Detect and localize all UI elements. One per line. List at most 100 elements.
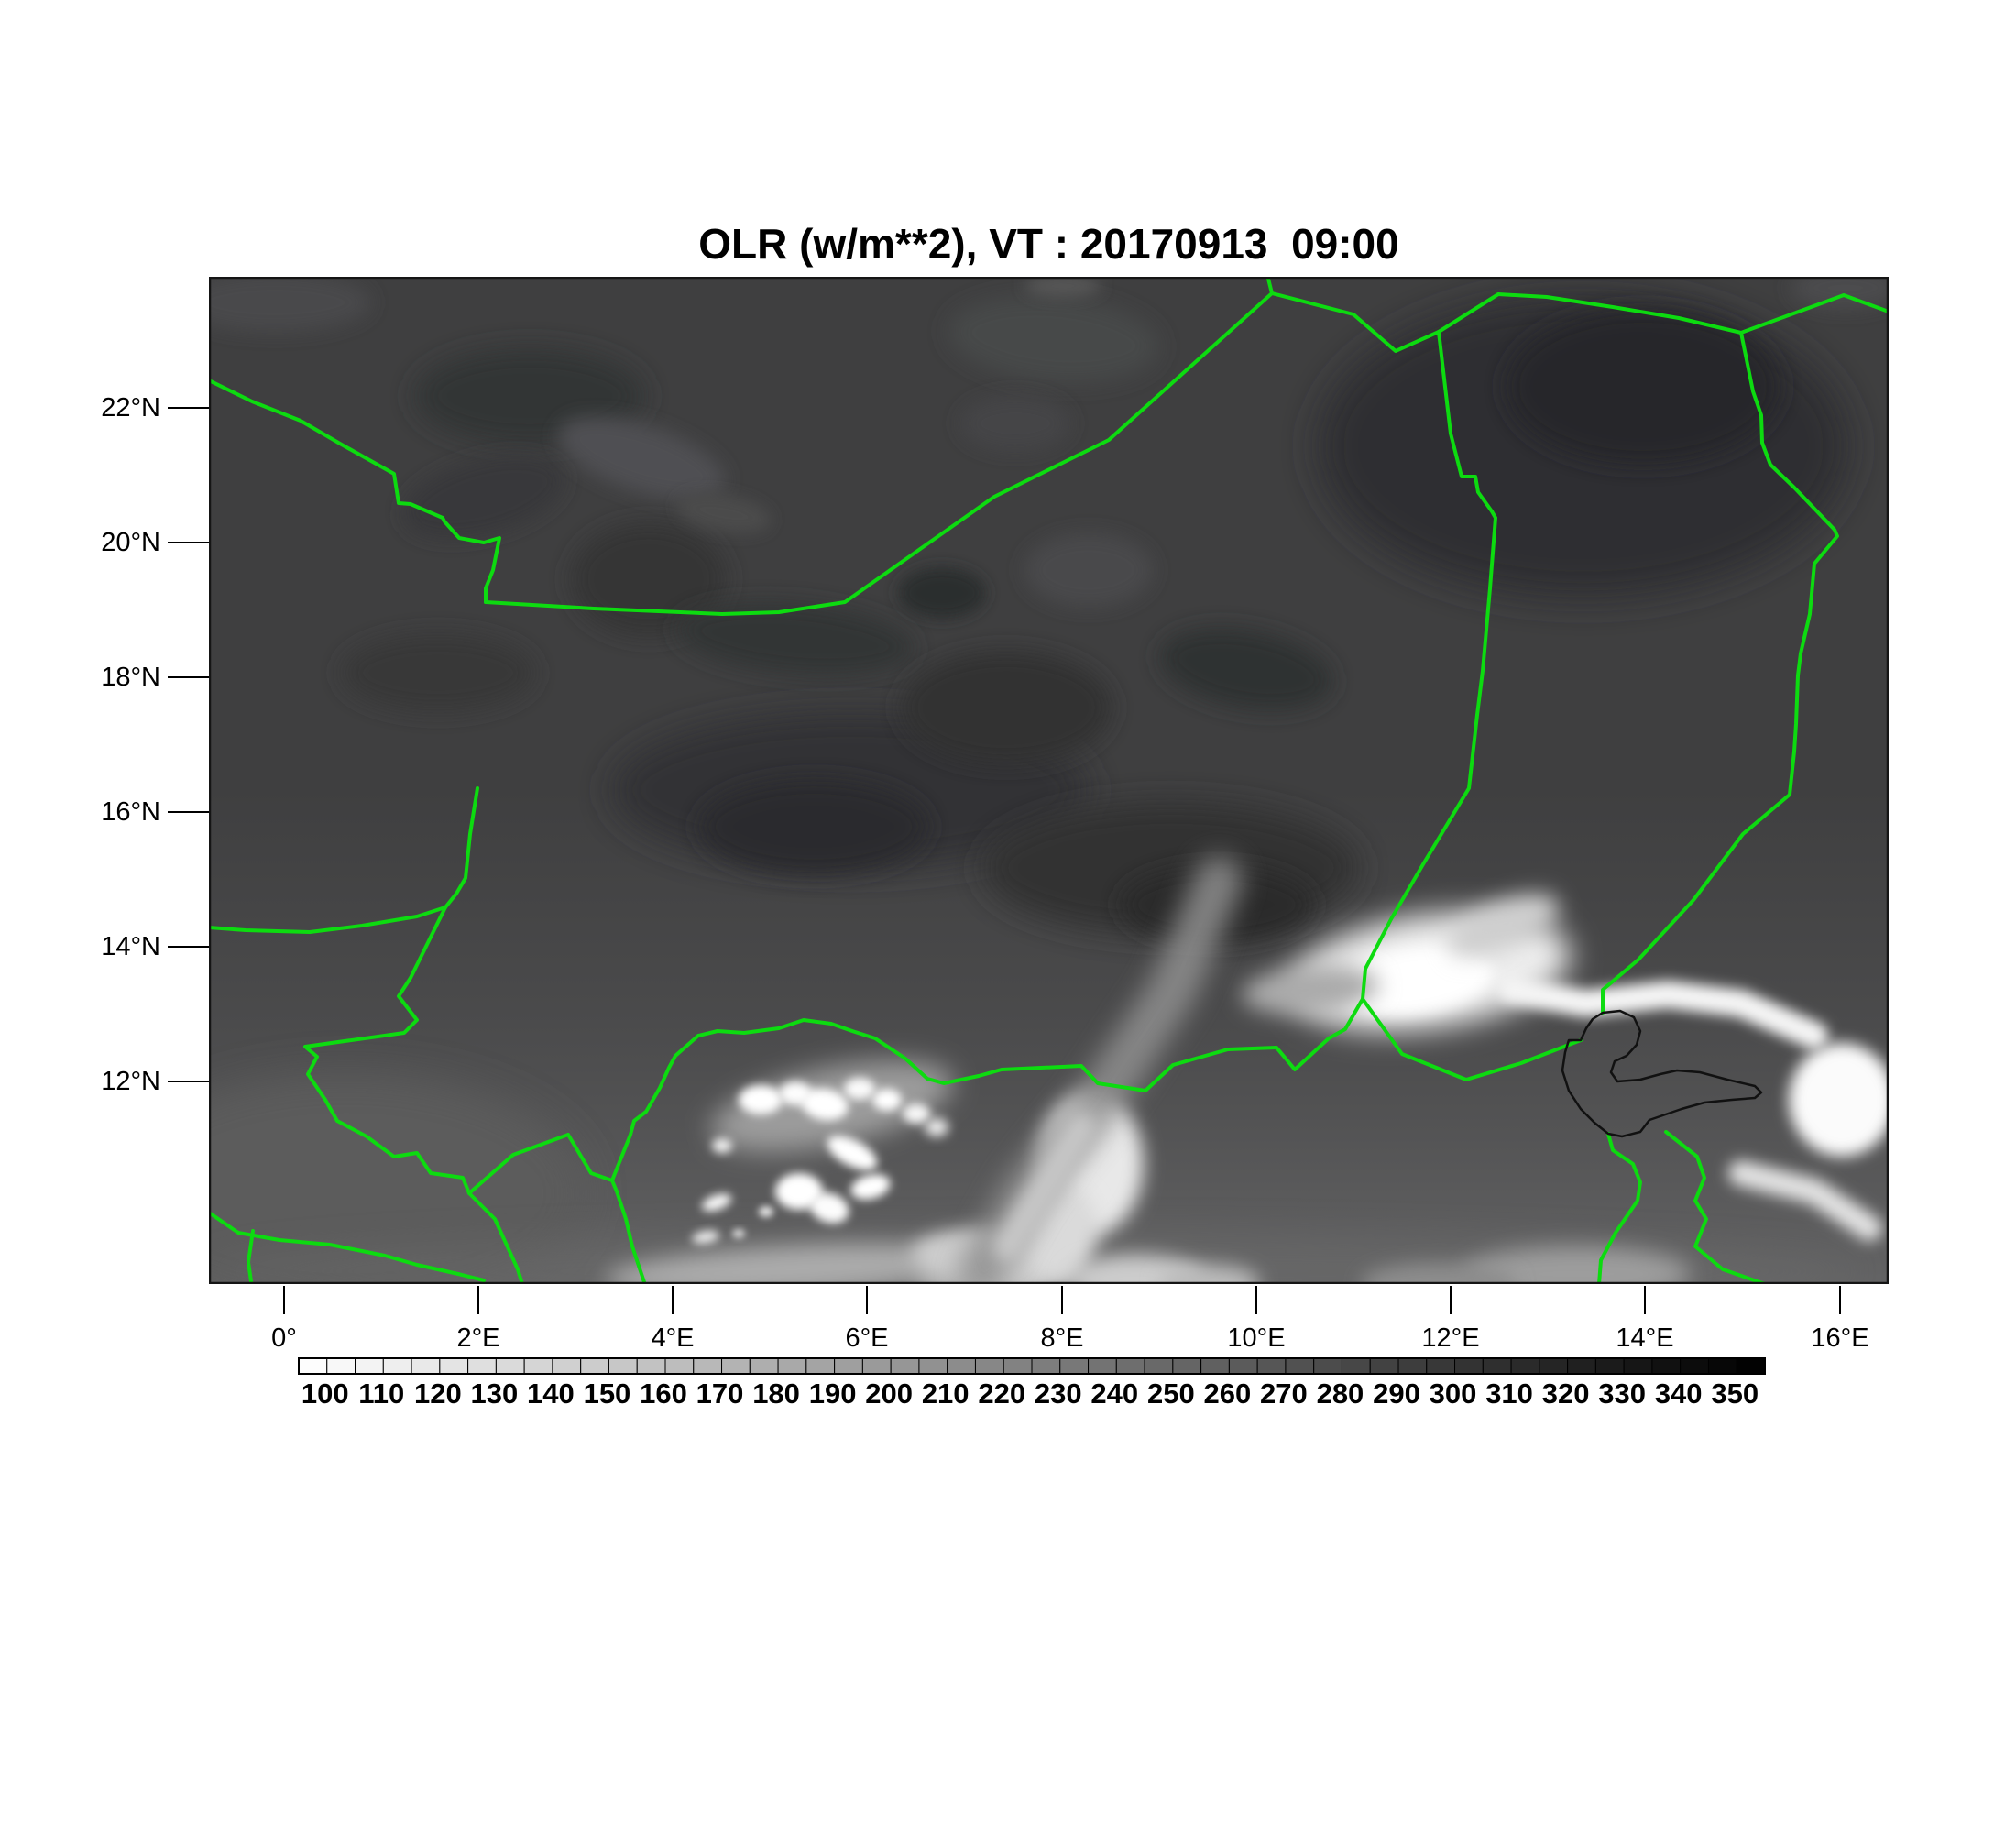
- country-border: [247, 1229, 255, 1284]
- colorbar-frame: [298, 1357, 1766, 1375]
- colorbar-tick-label: 330: [1598, 1377, 1646, 1410]
- colorbar-cell: [1454, 1357, 1484, 1375]
- colorbar-cell: [1397, 1357, 1428, 1375]
- colorbar-cell: [1115, 1357, 1145, 1375]
- cloud-blob: [732, 1229, 745, 1238]
- country-border: [209, 906, 447, 934]
- colorbar: [298, 1357, 1766, 1375]
- country-border: [1664, 1130, 1767, 1284]
- colorbar-cell: [1313, 1357, 1342, 1375]
- colorbar-cell: [382, 1357, 412, 1375]
- lon-tick: [1839, 1286, 1841, 1314]
- colorbar-tick-label: 350: [1711, 1377, 1759, 1410]
- colorbar-cell: [1088, 1357, 1117, 1375]
- country-border: [303, 786, 570, 1195]
- colorbar-cell: [1369, 1357, 1399, 1375]
- cloud-blob: [809, 1192, 849, 1224]
- country-border: [1597, 1132, 1642, 1284]
- olr-light-patch: [1024, 277, 1101, 297]
- colorbar-cell: [918, 1357, 948, 1375]
- colorbar-tick-label: 300: [1429, 1377, 1477, 1410]
- colorbar-tick-label: 140: [527, 1377, 575, 1410]
- lat-tick-label: 22°N: [101, 393, 160, 423]
- cloud-blob: [1462, 1246, 1691, 1284]
- lat-tick: [168, 407, 209, 409]
- colorbar-tick-label: 240: [1090, 1377, 1139, 1410]
- lat-tick-label: 12°N: [101, 1067, 160, 1096]
- colorbar-cell: [411, 1357, 441, 1375]
- colorbar-tick-label: 220: [978, 1377, 1026, 1410]
- colorbar-tick-label: 170: [696, 1377, 744, 1410]
- colorbar-tick-label: 210: [921, 1377, 970, 1410]
- olr-dark-patch: [1160, 628, 1332, 710]
- colorbar-tick-label: 340: [1654, 1377, 1703, 1410]
- cloud-blob: [1242, 965, 1379, 1015]
- cloud-blob: [1338, 946, 1494, 1015]
- cloud-blob: [712, 1138, 732, 1153]
- cloud-blob: [1361, 1263, 1517, 1284]
- colorbar-tick-label: 260: [1203, 1377, 1252, 1410]
- colorbar-cell: [1482, 1357, 1512, 1375]
- cloud-blob: [801, 1088, 849, 1121]
- lon-tick: [1644, 1286, 1646, 1314]
- lon-tick: [1450, 1286, 1452, 1314]
- colorbar-tick-label: 310: [1485, 1377, 1533, 1410]
- lon-tick-label: 4°E: [651, 1323, 695, 1353]
- lon-tick-label: 10°E: [1227, 1323, 1286, 1353]
- colorbar-cell: [552, 1357, 582, 1375]
- lat-tick: [168, 676, 209, 678]
- lon-tick: [672, 1286, 674, 1314]
- colorbar-cell: [523, 1357, 553, 1375]
- colorbar-tick-label: 180: [752, 1377, 800, 1410]
- country-border: [209, 1211, 486, 1282]
- cloud-band: [992, 1112, 1097, 1262]
- colorbar-cell: [1623, 1357, 1653, 1375]
- colorbar-cell: [1736, 1357, 1766, 1375]
- colorbar-cell: [1680, 1357, 1709, 1375]
- lon-tick-label: 16°E: [1811, 1323, 1869, 1353]
- colorbar-cell: [1172, 1357, 1202, 1375]
- colorbar-tick-label: 280: [1316, 1377, 1364, 1410]
- colorbar-cell: [580, 1357, 609, 1375]
- cloud-blob: [701, 1193, 732, 1212]
- colorbar-cell: [1228, 1357, 1258, 1375]
- country-border: [566, 1133, 647, 1284]
- lon-tick: [283, 1286, 285, 1314]
- colorbar-tick-label: 160: [640, 1377, 687, 1410]
- colorbar-tick-label: 100: [301, 1377, 349, 1410]
- lon-tick-label: 14°E: [1616, 1323, 1674, 1353]
- colorbar-cell: [1707, 1357, 1737, 1375]
- country-border: [610, 997, 1583, 1182]
- colorbar-cell: [947, 1357, 976, 1375]
- cloud-blob: [1789, 1043, 1889, 1157]
- colorbar-cell: [1003, 1357, 1033, 1375]
- colorbar-cell: [1059, 1357, 1090, 1375]
- cloud-band: [1728, 1160, 1882, 1241]
- olr-light-patch: [1024, 533, 1153, 607]
- colorbar-cell: [1510, 1357, 1540, 1375]
- colorbar-tick-label: 230: [1034, 1377, 1082, 1410]
- lon-tick: [1255, 1286, 1257, 1314]
- lon-tick-label: 0°: [271, 1323, 297, 1353]
- colorbar-tick-label: 130: [470, 1377, 519, 1410]
- colorbar-cell: [1031, 1357, 1061, 1375]
- colorbar-tick-label: 290: [1373, 1377, 1420, 1410]
- colorbar-cell: [1200, 1357, 1230, 1375]
- country-border: [209, 379, 501, 604]
- lat-tick-label: 18°N: [101, 663, 160, 692]
- colorbar-tick-label: 110: [358, 1377, 405, 1410]
- colorbar-cell: [1426, 1357, 1456, 1375]
- colorbar-tick-label: 320: [1541, 1377, 1590, 1410]
- lon-tick: [477, 1286, 479, 1314]
- colorbar-cell: [749, 1357, 779, 1375]
- lon-tick: [1061, 1286, 1063, 1314]
- cloud-blob: [872, 1089, 902, 1111]
- cloud-blob: [903, 1103, 930, 1124]
- olr-dark-patch: [342, 634, 534, 711]
- colorbar-cell: [974, 1357, 1004, 1375]
- colorbar-tick-label: 200: [865, 1377, 913, 1410]
- cloud-blob: [739, 1085, 783, 1114]
- country-border: [1270, 291, 1889, 353]
- olr-light-patch: [1791, 277, 1889, 308]
- cloud-blob: [759, 1206, 773, 1217]
